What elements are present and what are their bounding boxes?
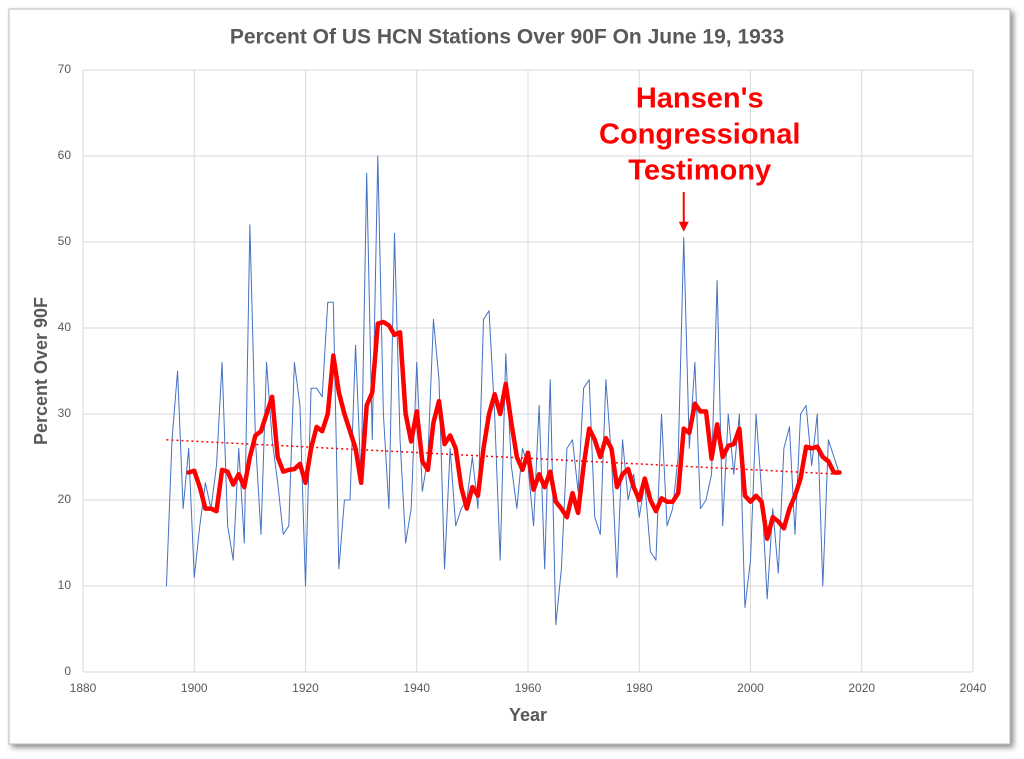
y-tick-label: 10 [58,578,72,592]
x-tick-label: 1920 [292,681,319,695]
x-tick-label: 1980 [626,681,653,695]
x-tick-label: 2000 [737,681,764,695]
y-tick-label: 20 [58,492,72,506]
y-tick-label: 0 [64,664,71,678]
series-line [186,319,842,541]
x-tick-label: 1900 [181,681,208,695]
annotation-text: Testimony [628,155,771,187]
x-tick-label: 1880 [70,681,97,695]
annotation-text: Hansen's [636,83,764,115]
y-axis-label: Percent Over 90F [31,297,51,445]
chart-frame [8,8,1011,745]
y-tick-label: 40 [58,320,72,334]
y-tick-label: 30 [58,406,72,420]
trend-line [166,439,840,475]
x-tick-label: 2020 [848,681,875,695]
chart-title: Percent Of US HCN Stations Over 90F On J… [230,26,784,49]
y-tick-label: 60 [58,148,72,162]
x-tick-label: 1940 [403,681,430,695]
x-axis-label: Year [509,705,547,725]
y-tick-label: 70 [58,62,72,76]
x-tick-label: 1960 [515,681,542,695]
x-tick-label: 2040 [960,681,987,695]
annotation-arrowhead [678,221,689,232]
annotation-text: Congressional [599,119,800,151]
y-tick-label: 50 [58,234,72,248]
